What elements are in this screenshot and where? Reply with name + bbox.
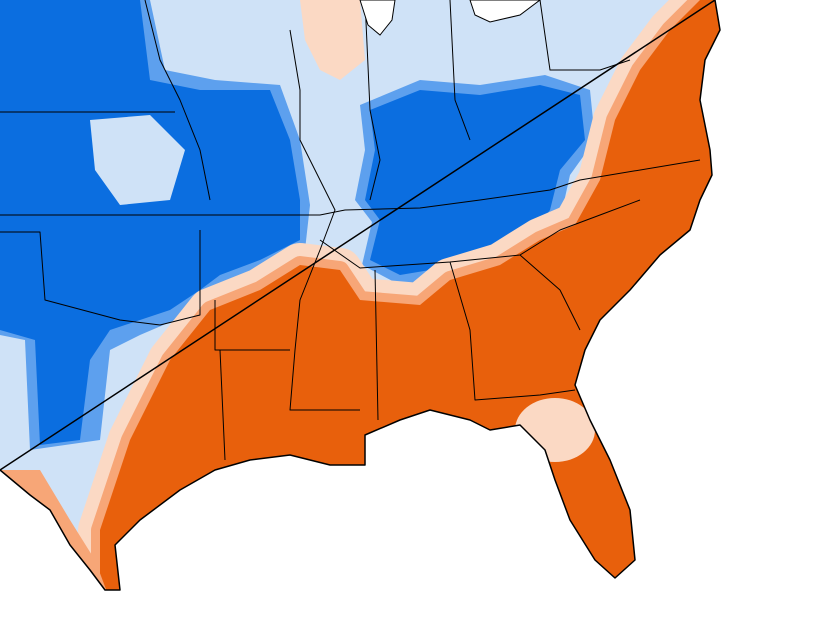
light-blue-patch (90, 115, 185, 205)
state-border (364, 0, 381, 201)
state-border (214, 300, 290, 351)
state-border (0, 230, 201, 326)
state-borders (0, 0, 701, 461)
state-border (519, 254, 581, 331)
lake-michigan (359, 0, 396, 36)
coastline (0, 0, 721, 591)
peach-patch (300, 0, 365, 80)
state-border (0, 159, 701, 216)
state-border (449, 261, 576, 401)
state-border (374, 269, 379, 421)
state-border (144, 0, 211, 201)
state-border (289, 29, 360, 411)
blue-region (0, 0, 300, 445)
lake-erie (469, 0, 541, 23)
state-border (449, 0, 471, 141)
state-border (219, 349, 226, 461)
